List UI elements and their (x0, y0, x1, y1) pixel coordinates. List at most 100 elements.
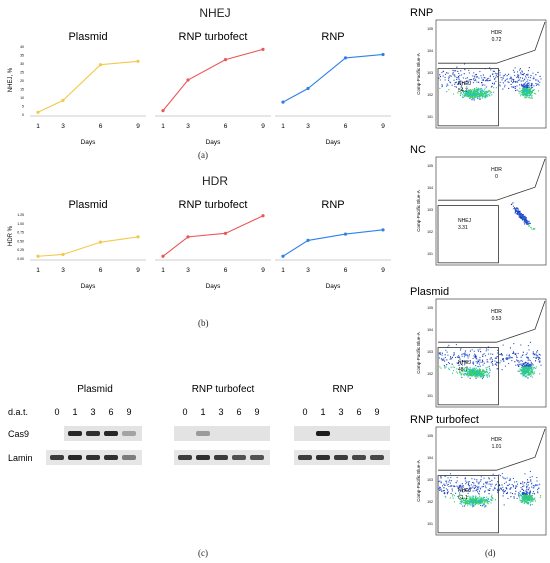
lane-label: 1 (200, 407, 205, 417)
event-dot (487, 366, 489, 368)
event-dot (439, 76, 442, 78)
event-dot (517, 370, 519, 372)
event-dot (462, 91, 465, 93)
event-dot (477, 89, 479, 91)
event-dot (522, 488, 524, 490)
event-dot (445, 85, 448, 87)
event-dot (453, 352, 455, 354)
event-dot (529, 79, 531, 82)
event-dot (486, 483, 488, 485)
event-dot (473, 370, 475, 372)
event-dot (489, 489, 491, 491)
event-dot (438, 487, 440, 489)
event-dot (472, 82, 474, 84)
event-dot (528, 93, 530, 95)
event-dot (516, 76, 518, 79)
event-dot (465, 502, 467, 504)
event-dot (523, 492, 525, 494)
event-dot (459, 502, 461, 505)
x-tick-label: 1 (36, 123, 40, 130)
event-dot (466, 501, 468, 503)
event-dot (471, 487, 473, 489)
event-dot (504, 490, 506, 492)
event-dot (463, 370, 465, 372)
event-dot (531, 482, 533, 484)
event-dot (525, 366, 527, 368)
event-dot (515, 210, 517, 212)
x-tick-label: 6 (99, 123, 103, 130)
event-dot (514, 210, 516, 212)
event-dot (487, 80, 489, 82)
event-dot (531, 95, 533, 97)
event-dot (527, 93, 529, 95)
event-dot (521, 364, 523, 366)
event-dot (460, 503, 462, 505)
event-dot (488, 89, 490, 91)
event-dot (526, 491, 528, 493)
event-dot (458, 356, 460, 358)
event-dot (462, 89, 465, 92)
event-dot (469, 496, 471, 498)
event-dot (514, 207, 516, 209)
event-dot (473, 500, 475, 502)
lane-label: 1 (72, 407, 77, 417)
event-dot (504, 86, 506, 88)
event-dot (464, 478, 466, 480)
event-dot (472, 506, 474, 508)
event-dot (528, 373, 530, 375)
event-dot (485, 86, 488, 88)
event-dot (470, 375, 472, 377)
event-dot (463, 368, 466, 370)
event-dot (534, 497, 536, 499)
event-dot (479, 94, 481, 96)
event-dot (526, 499, 528, 501)
event-dot (520, 370, 522, 372)
event-dot (518, 75, 520, 77)
event-dot (486, 96, 488, 98)
event-dot (476, 88, 478, 90)
event-dot (519, 216, 522, 218)
event-dot (517, 75, 519, 78)
event-dot (453, 70, 455, 72)
facs-plot (435, 298, 547, 408)
event-dot (462, 371, 464, 373)
event-dot (473, 89, 475, 91)
event-dot (447, 489, 449, 491)
event-dot (462, 360, 464, 362)
event-dot (499, 74, 501, 76)
event-dot (472, 92, 474, 95)
hdr-gate-value: 0.53 (492, 316, 502, 322)
event-dot (527, 495, 529, 497)
event-dot (474, 498, 476, 500)
event-dot (477, 94, 479, 96)
event-dot (522, 85, 524, 87)
event-dot (502, 82, 504, 84)
event-dot (531, 91, 533, 93)
event-dot (523, 94, 525, 96)
event-dot (522, 363, 524, 365)
event-dot (530, 75, 532, 77)
event-dot (528, 497, 530, 499)
event-dot (471, 502, 474, 504)
event-dot (488, 79, 490, 82)
event-dot (527, 363, 529, 365)
event-dot (528, 91, 530, 93)
event-dot (530, 91, 532, 93)
event-dot (521, 367, 523, 369)
event-dot (478, 499, 481, 501)
event-dot (495, 357, 497, 359)
event-dot (537, 487, 540, 489)
event-dot (480, 90, 482, 92)
event-dot (465, 90, 467, 93)
event-dot (533, 372, 535, 374)
event-dot (478, 500, 480, 502)
event-dot (469, 89, 472, 91)
event-dot (479, 92, 481, 94)
event-dot (486, 79, 488, 81)
event-dot (520, 73, 522, 75)
event-dot (525, 84, 527, 86)
event-dot (532, 499, 534, 501)
event-dot (524, 92, 526, 94)
event-dot (463, 498, 465, 500)
data-point (161, 254, 165, 258)
